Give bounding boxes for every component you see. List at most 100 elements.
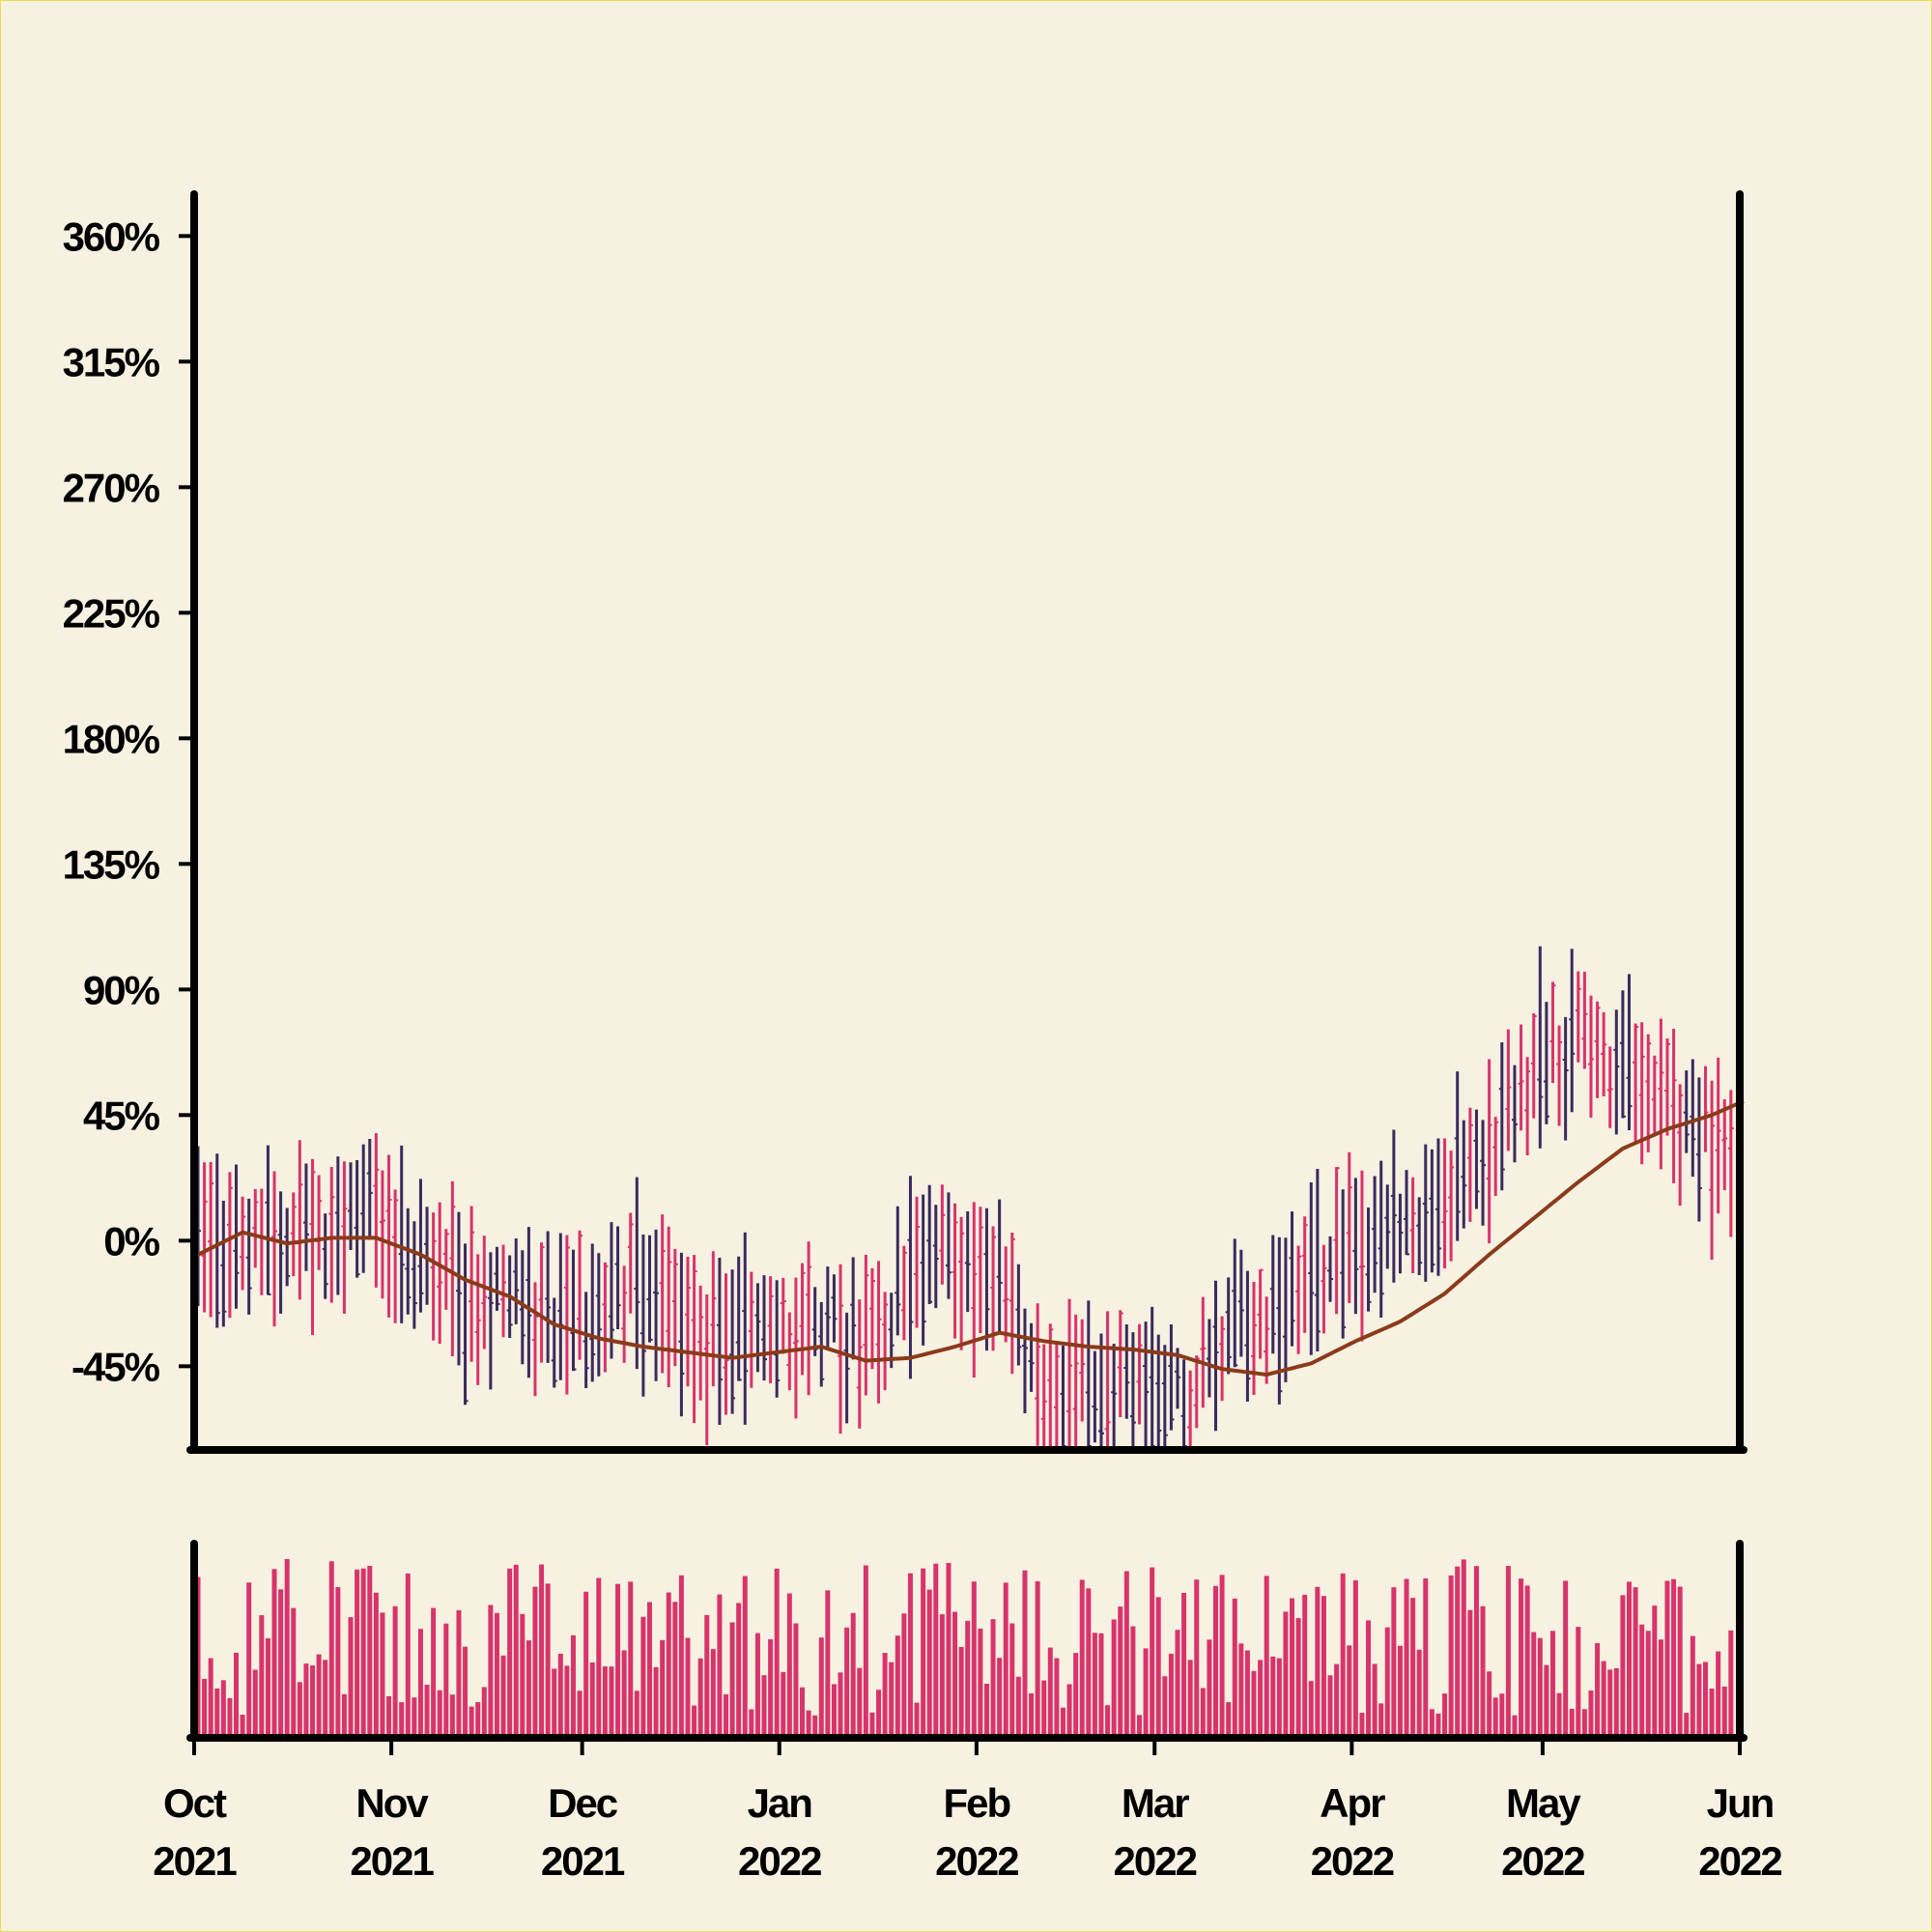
ohlc-bar bbox=[474, 1254, 481, 1385]
volume-bar bbox=[373, 1592, 379, 1734]
volume-bar bbox=[449, 1694, 455, 1734]
volume-bar bbox=[672, 1602, 678, 1734]
ohlc-bar bbox=[653, 1229, 660, 1381]
x-tick-label-year: 2021 bbox=[350, 1838, 434, 1884]
volume-bar bbox=[456, 1609, 462, 1734]
volume-bar bbox=[214, 1688, 220, 1734]
volume-bar bbox=[749, 1709, 754, 1734]
ohlc-bar bbox=[570, 1249, 577, 1372]
volume-bar bbox=[259, 1615, 265, 1734]
volume-bar bbox=[729, 1622, 735, 1734]
ohlc-bar bbox=[1117, 1310, 1123, 1417]
volume-bar bbox=[1092, 1633, 1097, 1734]
ohlc-bar bbox=[1358, 1170, 1365, 1342]
volume-bar bbox=[939, 1614, 945, 1734]
ohlc-bar bbox=[729, 1269, 736, 1414]
volume-bar bbox=[1505, 1566, 1511, 1734]
volume-bar bbox=[208, 1658, 213, 1734]
volume-bar bbox=[1321, 1596, 1326, 1734]
ohlc-bar bbox=[1009, 1233, 1015, 1375]
volume-bar bbox=[831, 1684, 837, 1734]
y-tick-label: 315% bbox=[63, 339, 160, 384]
price-bars bbox=[195, 946, 1734, 1447]
volume-bar bbox=[469, 1706, 474, 1734]
y-tick-label: 270% bbox=[63, 465, 160, 510]
ohlc-bar bbox=[1104, 1311, 1111, 1446]
ohlc-bar bbox=[1028, 1322, 1035, 1392]
volume-bar bbox=[1524, 1585, 1530, 1734]
ohlc-bar bbox=[531, 1282, 538, 1397]
ohlc-bar bbox=[716, 1258, 723, 1426]
ohlc-bar bbox=[258, 1188, 265, 1295]
ohlc-bar bbox=[1365, 1207, 1372, 1312]
volume-bar bbox=[1295, 1618, 1301, 1734]
volume-bar bbox=[933, 1563, 939, 1734]
ohlc-bar bbox=[671, 1248, 678, 1367]
ohlc-bar bbox=[1492, 1117, 1499, 1197]
ohlc-bar bbox=[824, 1266, 831, 1349]
volume-bar bbox=[653, 1666, 659, 1734]
ohlc-bar bbox=[1466, 1107, 1473, 1222]
ohlc-bar bbox=[1161, 1345, 1168, 1446]
volume-bar bbox=[1340, 1573, 1346, 1734]
volume-bar bbox=[1283, 1611, 1289, 1734]
x-tick-label-year: 2022 bbox=[1501, 1838, 1584, 1884]
volume-bar bbox=[1645, 1631, 1651, 1734]
volume-bar bbox=[1232, 1598, 1237, 1734]
ohlc-bar bbox=[1695, 1077, 1702, 1222]
y-tick-label: 180% bbox=[63, 716, 160, 761]
ohlc-bar bbox=[868, 1267, 875, 1370]
volume-bar bbox=[1060, 1707, 1065, 1734]
volume-bar bbox=[1652, 1605, 1658, 1734]
volume-bar bbox=[1544, 1664, 1549, 1734]
ohlc-bar bbox=[1670, 1029, 1677, 1183]
volume-bar bbox=[297, 1682, 302, 1734]
ohlc-bar bbox=[952, 1203, 958, 1339]
ohlc-bar bbox=[895, 1206, 901, 1336]
volume-bar bbox=[412, 1697, 417, 1734]
volume-bar bbox=[818, 1637, 824, 1734]
volume-bar bbox=[1664, 1580, 1670, 1734]
ohlc-bar bbox=[996, 1199, 1003, 1332]
ohlc-bar bbox=[526, 1227, 532, 1378]
ohlc-bar bbox=[723, 1273, 729, 1415]
volume-bar bbox=[1219, 1575, 1225, 1734]
ohlc-bar bbox=[1289, 1211, 1295, 1347]
volume-bar bbox=[284, 1558, 290, 1734]
ohlc-bar bbox=[1092, 1350, 1098, 1443]
ohlc-bar bbox=[1264, 1296, 1270, 1384]
volume-bar bbox=[507, 1568, 513, 1734]
ohlc-bar bbox=[1040, 1344, 1047, 1446]
volume-bar bbox=[1359, 1713, 1365, 1734]
volume-bar bbox=[1308, 1681, 1314, 1734]
ohlc-bar bbox=[297, 1140, 303, 1300]
volume-bar bbox=[1372, 1663, 1378, 1734]
volume-bar bbox=[1155, 1597, 1161, 1734]
volume-bar bbox=[1435, 1713, 1441, 1734]
ohlc-bar bbox=[1085, 1300, 1092, 1447]
volume-bar bbox=[958, 1646, 964, 1734]
ohlc-bar bbox=[284, 1208, 291, 1287]
ohlc-bar bbox=[1308, 1182, 1315, 1355]
volume-bar bbox=[1467, 1609, 1473, 1734]
volume-bar bbox=[1334, 1663, 1340, 1734]
volume-bar bbox=[1168, 1653, 1174, 1734]
volume-bar bbox=[697, 1658, 703, 1734]
ohlc-bar bbox=[1327, 1236, 1334, 1302]
volume-bar bbox=[1194, 1579, 1200, 1734]
volume-bar bbox=[392, 1605, 398, 1734]
ohlc-bar bbox=[1301, 1216, 1308, 1333]
ohlc-bar bbox=[1454, 1071, 1461, 1241]
volume-bar bbox=[1512, 1715, 1518, 1734]
ohlc-bar bbox=[1645, 1034, 1652, 1152]
ohlc-bar bbox=[1543, 1002, 1549, 1124]
ohlc-bar bbox=[271, 1171, 278, 1327]
volume-bar bbox=[1200, 1688, 1206, 1734]
volume-bar bbox=[1035, 1580, 1040, 1734]
ohlc-bar bbox=[213, 1153, 220, 1328]
x-axis-ticks: Oct 2021 Nov 2021 Dec 2021 Jan 2022 Feb 2022 Mar 20… bbox=[153, 1738, 1783, 1884]
ohlc-bar bbox=[900, 1245, 907, 1341]
y-tick-label: 0% bbox=[103, 1218, 159, 1264]
ohlc-bar bbox=[1613, 1009, 1620, 1135]
ohlc-bar bbox=[1333, 1167, 1340, 1315]
